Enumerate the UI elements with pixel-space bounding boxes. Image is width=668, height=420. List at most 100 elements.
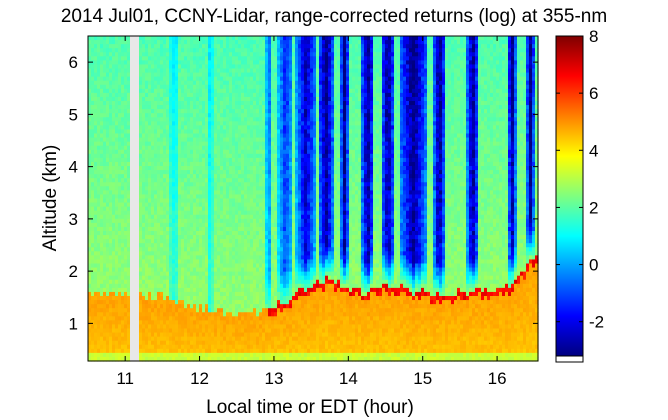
heatmap-cell [196, 324, 200, 330]
heatmap-cell [115, 316, 119, 321]
heatmap-cell [184, 312, 188, 317]
heatmap-cell [115, 336, 119, 342]
heatmap-cell [175, 218, 179, 224]
heatmap-cell [190, 92, 194, 98]
heatmap-cell [121, 166, 125, 171]
heatmap-cell [178, 52, 182, 57]
heatmap-cell [106, 101, 110, 106]
heatmap-cell [178, 129, 182, 135]
heatmap-cell [103, 255, 107, 261]
heatmap-cell [178, 287, 182, 293]
heatmap-cell [112, 198, 116, 204]
heatmap-cell [94, 56, 98, 61]
heatmap-cell [190, 226, 194, 232]
heatmap-cell [118, 113, 122, 118]
heatmap-cell [169, 308, 173, 313]
heatmap-cell [106, 157, 110, 163]
heatmap-cell [142, 145, 146, 151]
heatmap-cell [181, 218, 185, 224]
heatmap-cell [262, 157, 266, 163]
heatmap-cell [232, 308, 236, 313]
heatmap-cell [235, 190, 239, 196]
heatmap-cell [145, 72, 149, 78]
heatmap-cell [256, 157, 260, 163]
heatmap-cell [217, 243, 221, 248]
heatmap-cell [163, 60, 167, 66]
heatmap-cell [166, 226, 170, 232]
heatmap-cell [103, 291, 107, 297]
heatmap-cell [160, 231, 164, 236]
heatmap-cell [193, 206, 197, 212]
heatmap-cell [148, 141, 152, 147]
heatmap-cell [163, 186, 167, 191]
heatmap-cell [238, 328, 242, 334]
heatmap-cell [100, 312, 104, 317]
heatmap-cell [253, 235, 257, 240]
heatmap-cell [196, 145, 200, 151]
heatmap-cell [112, 283, 116, 289]
heatmap-cell [154, 137, 158, 143]
heatmap-cell [247, 348, 251, 354]
heatmap-cell [100, 84, 104, 90]
heatmap-cell [226, 222, 230, 228]
heatmap-cell [181, 316, 185, 321]
heatmap-cell [121, 210, 125, 216]
heatmap-cell [205, 56, 209, 61]
heatmap-cell [112, 129, 116, 135]
heatmap-cell [127, 84, 131, 90]
heatmap-cell [229, 182, 233, 187]
heatmap-cell [112, 84, 116, 90]
heatmap-cell [232, 352, 236, 358]
heatmap-cell [265, 222, 269, 228]
heatmap-cell [106, 324, 110, 330]
heatmap-cell [178, 332, 182, 338]
heatmap-cell [91, 194, 95, 200]
heatmap-cell [91, 320, 95, 326]
heatmap-cell [88, 121, 92, 126]
heatmap-cell [91, 239, 95, 244]
heatmap-cell [262, 178, 266, 183]
heatmap-cell [151, 279, 155, 285]
heatmap-cell [238, 105, 242, 110]
heatmap-cell [241, 68, 245, 74]
heatmap-cell [127, 88, 131, 94]
heatmap-cell [115, 68, 119, 74]
heatmap-cell [127, 206, 131, 212]
heatmap-cell [103, 80, 107, 86]
heatmap-cell [109, 287, 113, 293]
heatmap-cell [142, 332, 146, 338]
heatmap-cell [235, 324, 239, 330]
heatmap-cell [211, 312, 215, 317]
heatmap-cell [148, 243, 152, 248]
heatmap-cell [145, 328, 149, 334]
heatmap-cell [142, 186, 146, 191]
heatmap-cell [247, 80, 251, 86]
heatmap-cell [193, 64, 197, 70]
heatmap-cell [229, 267, 233, 273]
heatmap-cell [154, 296, 158, 301]
heatmap-cell [190, 76, 194, 82]
heatmap-cell [247, 36, 251, 41]
heatmap-cell [124, 316, 128, 321]
heatmap-cell [148, 149, 152, 155]
heatmap-cell [184, 279, 188, 285]
heatmap-cell [199, 56, 203, 61]
heatmap-cell [259, 271, 263, 277]
heatmap-cell [199, 312, 203, 317]
heatmap-cell [127, 145, 131, 151]
heatmap-cell [181, 320, 185, 326]
heatmap-cell [139, 344, 143, 350]
heatmap-cell [211, 121, 215, 126]
heatmap-cell [166, 141, 170, 147]
heatmap-cell [244, 52, 248, 57]
heatmap-cell [124, 194, 128, 200]
heatmap-cell [232, 137, 236, 143]
heatmap-cell [238, 149, 242, 155]
heatmap-cell [181, 80, 185, 86]
heatmap-cell [175, 202, 179, 208]
heatmap-cell [145, 84, 149, 90]
heatmap-cell [118, 92, 122, 98]
heatmap-cell [241, 259, 245, 265]
heatmap-cell [145, 105, 149, 110]
heatmap-cell [91, 186, 95, 191]
